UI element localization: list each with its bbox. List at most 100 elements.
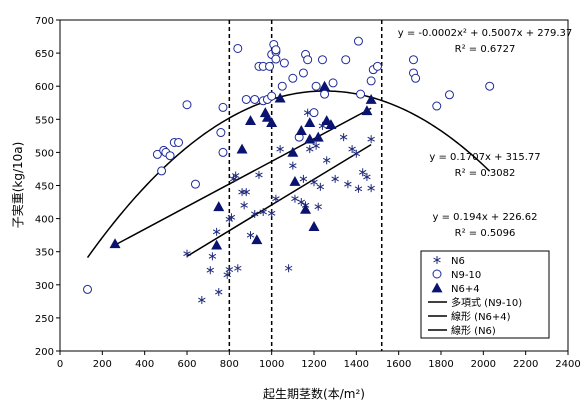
point-n6-4 — [300, 203, 312, 214]
point-n6 — [284, 264, 293, 273]
x-tick-label: 1200 — [301, 359, 326, 370]
x-tick-label: 1400 — [344, 359, 369, 370]
point-n9-10 — [432, 101, 442, 111]
point-n6 — [367, 135, 375, 144]
point-n9-10 — [218, 102, 228, 112]
y-tick-label: 550 — [35, 115, 54, 126]
point-n6 — [310, 178, 318, 187]
trendline-r2: R² = 0.6727 — [455, 44, 516, 55]
y-tick-label: 700 — [35, 16, 54, 27]
point-n6 — [299, 174, 308, 183]
point-n9-10 — [233, 43, 243, 53]
trendline-r2: R² = 0.3082 — [455, 168, 516, 179]
point-n9-10 — [373, 61, 382, 71]
point-n9-10 — [174, 137, 184, 147]
point-n9-10 — [411, 73, 421, 83]
point-n6-4 — [261, 111, 273, 122]
trendline-r2: R² = 0.5096 — [455, 228, 516, 239]
point-n6 — [183, 249, 191, 258]
trendline-equation: y = -0.0002x² + 0.5007x + 279.37 — [398, 28, 573, 39]
legend-label: 多項式 (N9-10) — [451, 296, 522, 309]
point-n9-10 — [320, 89, 330, 99]
point-n6-4 — [213, 201, 225, 212]
point-n9-10 — [298, 68, 308, 78]
point-n6 — [259, 207, 267, 216]
point-n6 — [240, 201, 248, 210]
point-n6 — [344, 180, 352, 189]
point-n6 — [352, 149, 361, 158]
y-tick-label: 300 — [35, 281, 54, 292]
point-n6 — [242, 188, 250, 197]
legend-marker — [431, 282, 443, 293]
point-n6 — [272, 194, 280, 203]
point-n6 — [276, 145, 284, 154]
point-n6 — [212, 227, 221, 236]
point-n6 — [331, 174, 339, 183]
point-n6-4 — [295, 125, 307, 135]
point-n9-10 — [277, 81, 287, 91]
point-n6 — [234, 264, 242, 273]
point-n9-10 — [241, 94, 251, 104]
point-n6-4 — [236, 143, 248, 154]
point-n6 — [289, 161, 297, 170]
point-n6-4 — [289, 176, 301, 186]
y-tick-label: 450 — [35, 182, 54, 193]
point-n6 — [198, 296, 206, 305]
point-n6 — [297, 198, 306, 207]
point-n9-10 — [485, 81, 495, 91]
y-tick-label: 350 — [35, 248, 54, 259]
point-n6 — [267, 209, 276, 218]
point-n9-10 — [444, 90, 454, 100]
point-n9-10 — [152, 149, 162, 159]
point-n6-4 — [312, 131, 324, 142]
point-n6 — [316, 182, 325, 191]
x-tick-label: 200 — [93, 359, 112, 370]
point-n6 — [358, 168, 367, 177]
point-n6-4 — [287, 146, 299, 157]
point-n6 — [306, 145, 314, 154]
point-n9-10 — [218, 147, 228, 157]
point-n9-10 — [303, 55, 313, 65]
point-n6 — [348, 145, 356, 154]
point-n6 — [363, 172, 371, 181]
legend-label: 線形 (N6) — [451, 324, 496, 337]
legend-label: N6+4 — [451, 284, 480, 295]
point-n6 — [314, 202, 322, 211]
point-n9-10 — [353, 36, 363, 46]
point-n6-4 — [245, 115, 256, 126]
point-n6-4 — [304, 117, 316, 128]
point-n6 — [312, 141, 320, 150]
point-n6 — [354, 184, 363, 193]
linear-fit-line — [114, 107, 372, 246]
x-tick-label: 1000 — [259, 359, 284, 370]
point-n6 — [231, 171, 240, 180]
y-tick-label: 650 — [35, 49, 54, 60]
point-n9-10 — [356, 89, 366, 99]
point-n6 — [208, 252, 217, 261]
y-axis-label: 子実重(kg/10a) — [10, 142, 25, 229]
point-n9-10 — [328, 78, 338, 88]
x-tick-label: 1600 — [386, 359, 411, 370]
point-n6 — [339, 133, 348, 142]
point-n9-10 — [317, 55, 327, 65]
point-n6 — [246, 231, 255, 240]
point-n9-10 — [271, 54, 281, 64]
y-tick-label: 250 — [35, 314, 54, 325]
point-n9-10 — [216, 128, 226, 138]
point-n6 — [206, 266, 215, 275]
legend-marker — [433, 256, 441, 264]
point-n6 — [215, 288, 223, 297]
point-n6-4 — [304, 133, 316, 144]
point-n9-10 — [182, 100, 192, 110]
y-tick-label: 200 — [35, 347, 54, 358]
point-n9-10 — [190, 179, 200, 189]
point-n9-10 — [265, 61, 275, 71]
point-n9-10 — [309, 108, 319, 118]
point-n6 — [251, 209, 259, 218]
point-n6 — [255, 170, 263, 179]
point-n6 — [225, 265, 234, 274]
legend-label: N6 — [451, 256, 465, 267]
